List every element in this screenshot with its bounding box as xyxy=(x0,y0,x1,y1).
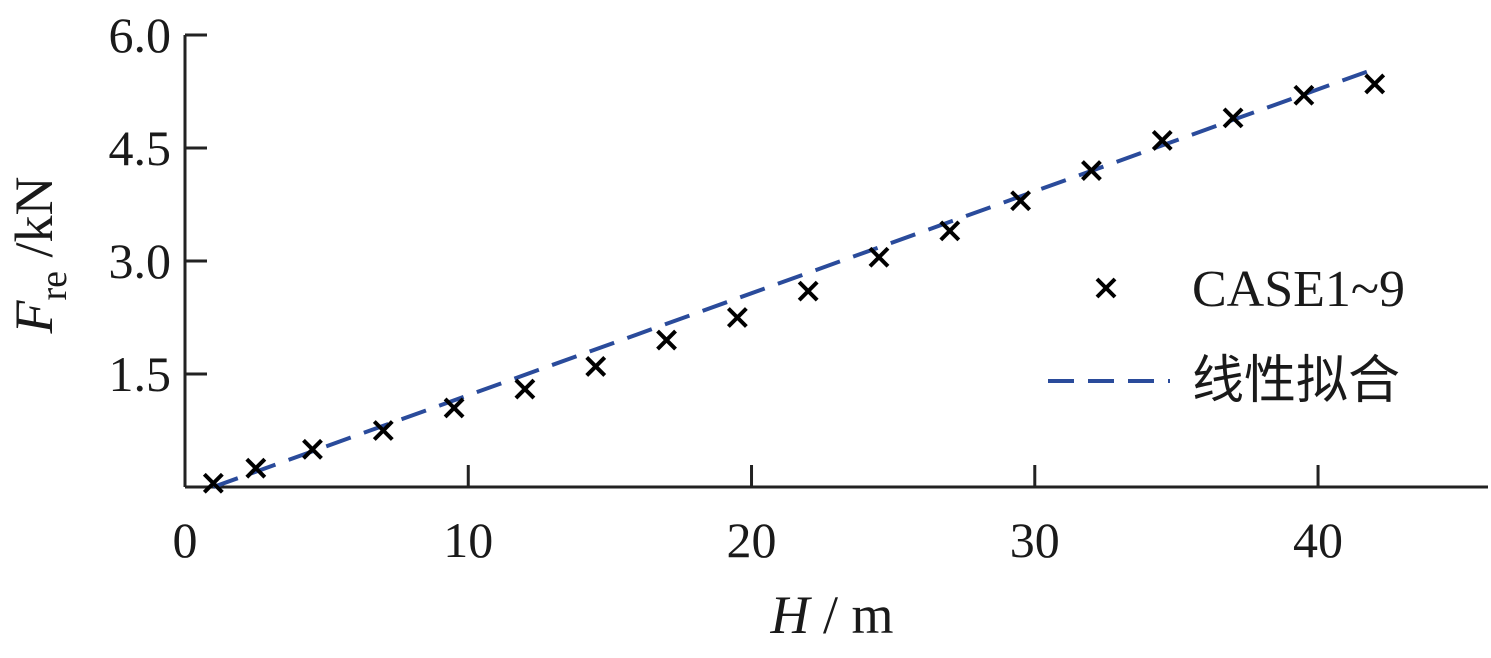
fit-line xyxy=(212,67,1376,489)
data-point xyxy=(514,378,536,400)
data-point xyxy=(1293,84,1315,106)
data-point xyxy=(656,329,677,351)
data-point xyxy=(726,307,748,328)
data-point xyxy=(1151,130,1173,151)
x-axis-label-unit: m xyxy=(852,585,894,645)
data-point xyxy=(797,280,819,302)
legend-label-fit: 线性拟合 xyxy=(1192,353,1400,410)
x-tick-label: 0 xyxy=(173,512,198,568)
x-axis-label: H / m xyxy=(769,585,893,645)
y-tick-label: 4.5 xyxy=(109,120,172,176)
fit-line-layer xyxy=(212,67,1376,489)
data-point xyxy=(443,397,465,419)
y-tick-label: 6.0 xyxy=(109,7,172,63)
x-tick-label: 20 xyxy=(727,512,777,568)
y-tick-label: 3.0 xyxy=(109,233,172,289)
legend: CASE1~9 线性拟合 xyxy=(1048,261,1405,410)
legend-marker-x xyxy=(1095,277,1117,299)
data-point xyxy=(939,220,961,242)
y-axis-label-unit: kN xyxy=(4,176,64,242)
legend-label-scatter: CASE1~9 xyxy=(1192,261,1405,318)
x-tick-label: 40 xyxy=(1293,512,1343,568)
data-point xyxy=(202,472,224,494)
x-axis-label-var: H xyxy=(769,585,812,645)
y-axis-label-sub: re xyxy=(33,271,75,301)
x-tick-label: 10 xyxy=(443,512,493,568)
y-axis-label-var: F xyxy=(4,300,64,335)
data-point xyxy=(372,420,394,441)
data-point xyxy=(1081,160,1102,182)
x-tick-label: 30 xyxy=(1010,512,1060,568)
data-point xyxy=(245,457,267,479)
data-point xyxy=(1010,190,1032,212)
scatter-points-layer xyxy=(202,73,1386,494)
data-point xyxy=(1222,107,1244,129)
data-point xyxy=(302,438,323,460)
y-axis-label: Fre /kN xyxy=(4,176,75,334)
data-point xyxy=(1364,73,1386,95)
data-point xyxy=(868,246,890,268)
y-tick-label: 1.5 xyxy=(109,346,172,402)
data-point xyxy=(585,356,607,377)
axes: 1.5 3.0 4.5 6.0 0 10 20 30 40 xyxy=(109,7,1488,568)
